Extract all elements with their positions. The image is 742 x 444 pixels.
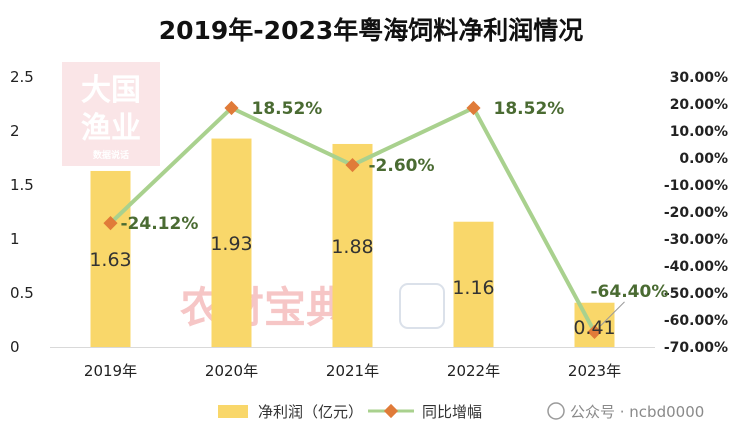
watermark-top-left: 大国 渔业 数据说话 (62, 62, 160, 166)
y-left-tick-label: 0.5 (10, 284, 34, 302)
bar-value-label: 0.41 (573, 317, 615, 339)
x-axis-ticks: 2019年 2020年 2021年 2022年 2023年 (84, 362, 621, 380)
bar (211, 138, 252, 347)
y-right-tick-label: 0.00% (679, 151, 728, 167)
y-axis-left: 0 0.5 1 1.5 2 2.5 (10, 68, 34, 356)
watermark-line-1: 大国 (81, 73, 141, 108)
legend-swatch-marker (383, 403, 399, 419)
watermark-center: 农财宝典 (180, 283, 445, 332)
y-right-tick-label: -10.00% (664, 178, 728, 194)
watermark-small: 数据说话 (93, 149, 129, 161)
line-point-label: -64.40% (591, 282, 669, 302)
legend-label-bar: 净利润（亿元） (258, 403, 363, 421)
bar (90, 170, 131, 347)
y-left-tick-label: 0 (10, 338, 20, 356)
y-left-tick-label: 2.5 (10, 68, 34, 86)
y-right-tick-label: -20.00% (664, 205, 728, 221)
watermark-center-badge (399, 283, 445, 329)
x-tick-label: 2022年 (447, 362, 500, 380)
chart-title: 2019年-2023年粤海饲料净利润情况 (159, 16, 584, 45)
wechat-icon (547, 402, 565, 420)
y-left-tick-label: 1 (10, 230, 20, 248)
legend-label-line: 同比增幅 (422, 403, 482, 421)
line-point-label: 18.52% (494, 99, 565, 119)
legend: 净利润（亿元） 同比增幅 (218, 403, 482, 421)
bar-value-label: 1.63 (89, 249, 131, 271)
line-point (587, 324, 602, 339)
x-tick-label: 2021年 (326, 362, 379, 380)
line-series (103, 100, 625, 339)
y-right-tick-label: -60.00% (664, 313, 728, 329)
line-point-label: -24.12% (121, 214, 199, 234)
y-right-tick-label: -40.00% (664, 259, 728, 275)
y-right-tick-label: -50.00% (664, 286, 728, 302)
line-point (466, 100, 481, 116)
line-point (345, 157, 360, 173)
bar-value-label: 1.93 (210, 233, 252, 255)
x-tick-label: 2020年 (205, 362, 258, 380)
y-axis-right: -70.00% -60.00% -50.00% -40.00% -30.00% -20.0… (664, 70, 728, 356)
credit: 公众号 · ncbd0000 (547, 402, 704, 421)
y-left-tick-label: 2 (10, 122, 20, 140)
y-right-tick-label: 10.00% (670, 124, 728, 140)
data-labels: 1.63 1.93 1.88 1.16 0.41 -24.12% 18.52% -2.60% 1… (89, 99, 668, 339)
line-point-label: -2.60% (369, 156, 435, 176)
bar-value-label: 1.16 (452, 277, 494, 299)
y-right-tick-label: -70.00% (664, 340, 728, 356)
y-left-tick-label: 1.5 (10, 176, 34, 194)
bar-value-label: 1.88 (331, 236, 373, 258)
y-right-tick-label: 30.00% (670, 70, 728, 86)
line-point-label: 18.52% (252, 99, 323, 119)
y-right-tick-label: 20.00% (670, 97, 728, 113)
credit-text: 公众号 · ncbd0000 (570, 403, 704, 421)
bar (453, 221, 494, 347)
watermark-block (62, 62, 160, 166)
x-tick-label: 2023年 (568, 362, 621, 380)
x-tick-label: 2019年 (84, 362, 137, 380)
watermark-line-2: 渔业 (81, 111, 141, 146)
watermark-center-text: 农财宝典 (180, 283, 348, 332)
legend-swatch-bar (218, 405, 248, 418)
label-leader-line (600, 301, 625, 327)
bar (332, 143, 373, 347)
bar-series (90, 138, 615, 347)
y-right-tick-label: -30.00% (664, 232, 728, 248)
